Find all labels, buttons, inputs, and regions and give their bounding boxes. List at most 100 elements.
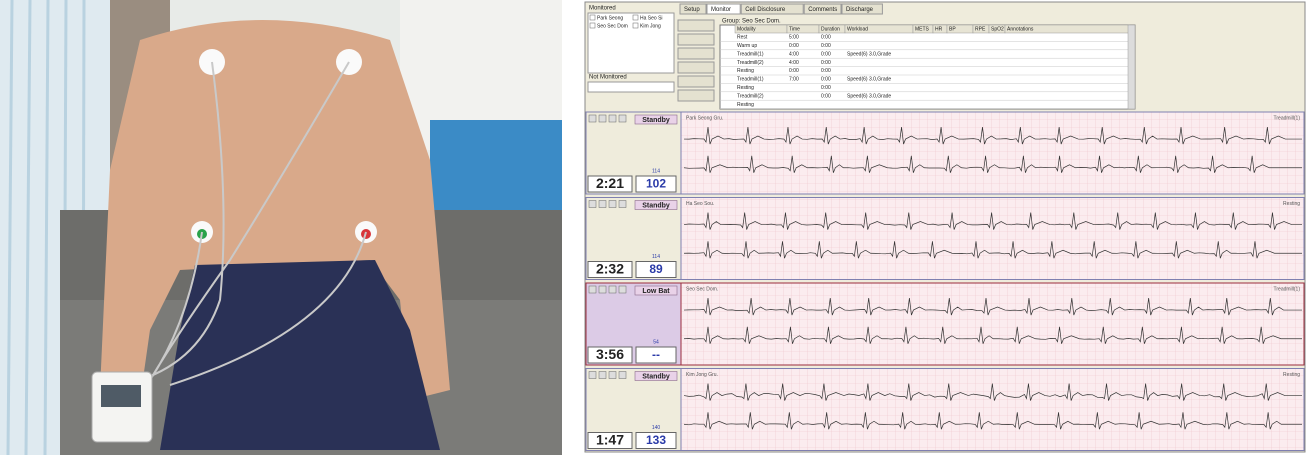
cell: Treadmill(1) (737, 51, 764, 57)
icon[interactable] (609, 115, 616, 122)
elapsed-time: 2:32 (596, 261, 624, 277)
tab-label: Cell Disclosure (745, 7, 786, 13)
heart-rate: 133 (646, 433, 666, 447)
icon[interactable] (589, 201, 596, 208)
button[interactable] (678, 48, 714, 59)
panel-title: Not Monitored (589, 75, 627, 81)
button[interactable] (678, 62, 714, 73)
column-header-label: Workload (847, 26, 868, 32)
panel-title: Monitored (589, 6, 616, 12)
cell: 0:00 (821, 43, 831, 49)
icon[interactable] (599, 115, 606, 122)
patient-list (588, 13, 674, 73)
cell: Speed(6) 3.0,Grade (847, 77, 891, 83)
icon[interactable] (619, 286, 626, 293)
checkbox[interactable] (633, 15, 638, 20)
scrollbar (1128, 25, 1135, 109)
icon[interactable] (609, 372, 616, 379)
column-header-label: Duration (821, 26, 840, 32)
table (720, 25, 1135, 109)
channel-name: Ha Seo Sou. (686, 201, 714, 207)
checkbox[interactable] (633, 23, 638, 28)
cell: Treadmill(2) (737, 60, 764, 66)
patient-name: Kim Jong (640, 23, 661, 29)
group-label: Group: Seo Sec Dom. (722, 19, 781, 25)
stage-label: Treadmill(1) (1274, 115, 1301, 121)
icon[interactable] (609, 286, 616, 293)
cell: 0:00 (789, 43, 799, 49)
icon[interactable] (619, 201, 626, 208)
column-header-label: HR (935, 26, 943, 32)
stage-label: Resting (1283, 201, 1300, 207)
cell: 0:00 (821, 77, 831, 83)
cell: Resting (737, 85, 754, 91)
status-label: Standby (642, 202, 670, 209)
elapsed-time: 3:56 (596, 346, 624, 362)
column-header-label: SpO2 (991, 26, 1004, 32)
page: { "monitored": {"title": "Monitored", "p… (0, 0, 1309, 455)
channel-name: Park Seong Gru. (686, 115, 723, 121)
icon[interactable] (619, 115, 626, 122)
column-header-label: Modality (737, 26, 756, 32)
cell: 0:00 (821, 35, 831, 41)
column-header-label: METS (915, 26, 930, 32)
column-header-label: RPE (975, 26, 986, 32)
ecg-strip (681, 369, 1304, 451)
status-label: Low Bat (642, 288, 670, 295)
icon[interactable] (589, 372, 596, 379)
cell: 0:00 (789, 68, 799, 74)
cell: 5:00 (789, 35, 799, 41)
column-header-label: Time (789, 26, 800, 32)
ecg-strip (681, 283, 1304, 365)
cell: 0:00 (821, 93, 831, 99)
patient-name: Ha Seo Si (640, 15, 663, 21)
icon[interactable] (589, 115, 596, 122)
channel-name: Seo Sec Dom. (686, 286, 718, 292)
button[interactable] (678, 90, 714, 101)
button[interactable] (678, 20, 714, 31)
ecg-strip (681, 198, 1304, 280)
patient-list (588, 82, 674, 92)
heart-rate: -- (652, 348, 660, 362)
tab-label: Comments (808, 7, 837, 13)
target-hr: 54 (653, 339, 659, 345)
patient-name: Park Seong (597, 15, 623, 21)
cell: Resting (737, 102, 754, 108)
cell: 0:00 (821, 68, 831, 74)
column-header-label: BP (949, 26, 956, 32)
cell: 0:00 (821, 60, 831, 66)
cell: Treadmill(1) (737, 77, 764, 83)
cell: 4:00 (789, 51, 799, 57)
patient-name: Seo Sec Dom (597, 23, 628, 29)
checkbox[interactable] (590, 23, 595, 28)
elapsed-time: 1:47 (596, 432, 624, 448)
target-hr: 114 (652, 254, 660, 260)
icon[interactable] (599, 286, 606, 293)
cell: Resting (737, 68, 754, 74)
icon[interactable] (609, 201, 616, 208)
scene: Monitored Park Seong Ha Seo Si Seo Sec Dom K… (0, 0, 1309, 455)
icon[interactable] (599, 372, 606, 379)
cell: 4:00 (789, 60, 799, 66)
channel-name: Kim Jong Gru. (686, 372, 718, 378)
elapsed-time: 2:21 (596, 175, 624, 191)
cell: Warm up (737, 43, 757, 49)
cell: 0:00 (821, 85, 831, 91)
icon[interactable] (589, 286, 596, 293)
target-hr: 114 (652, 168, 660, 174)
button[interactable] (678, 34, 714, 45)
cell: 7:00 (789, 77, 799, 83)
icon[interactable] (599, 201, 606, 208)
cell: Rest (737, 35, 748, 41)
checkbox[interactable] (590, 15, 595, 20)
heart-rate: 89 (649, 262, 663, 276)
button[interactable] (678, 76, 714, 87)
tab-label: Monitor (711, 7, 731, 13)
icon[interactable] (619, 372, 626, 379)
cell: 0:00 (821, 51, 831, 57)
heart-rate: 102 (646, 177, 666, 191)
cell: Speed(6) 3.0,Grade (847, 93, 891, 99)
cell: Treadmill(2) (737, 93, 764, 99)
stage-label: Resting (1283, 372, 1300, 378)
tab-label: Setup (684, 7, 700, 13)
